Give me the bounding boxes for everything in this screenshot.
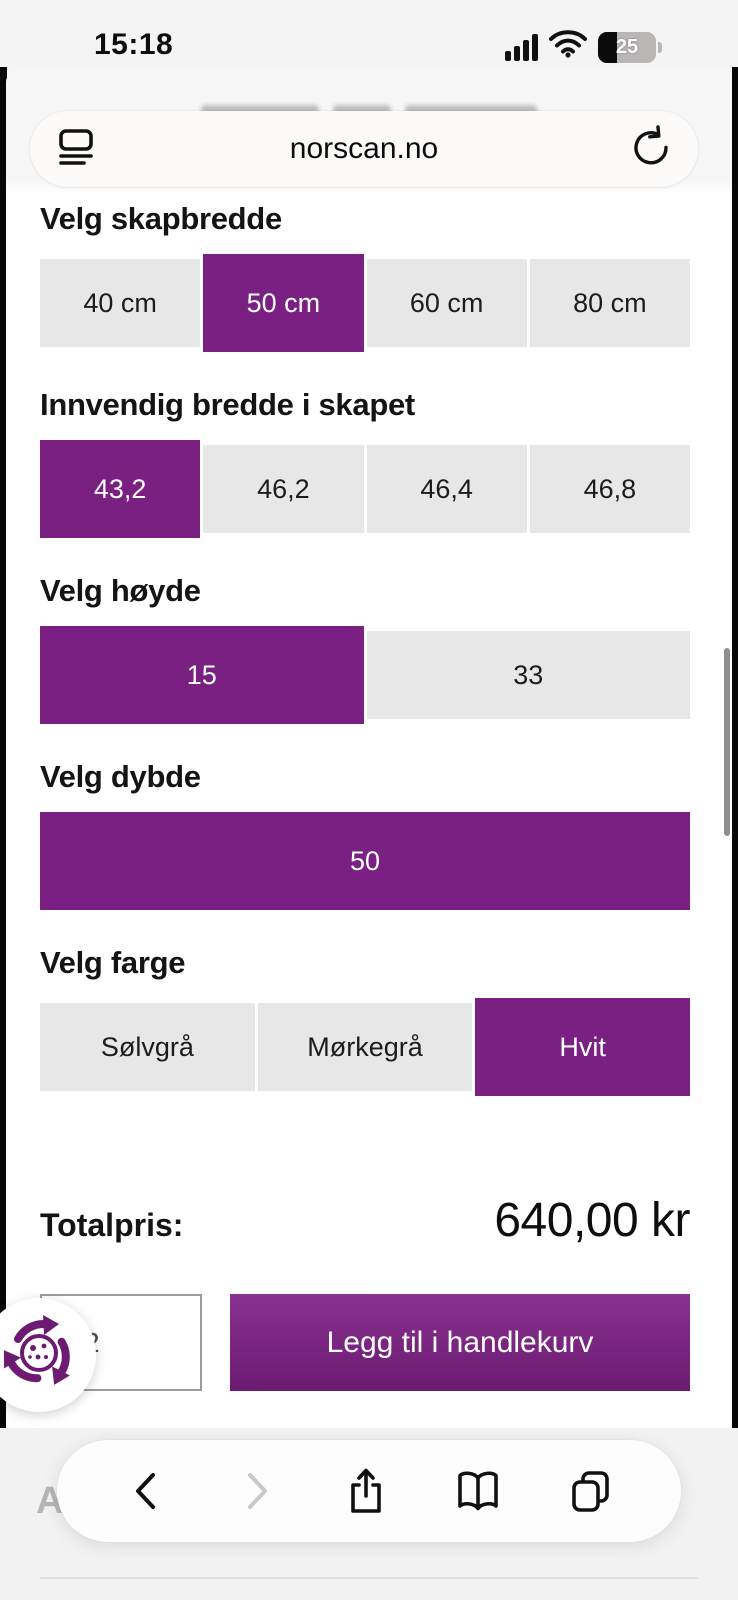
section-title: Velg dybde [40, 759, 201, 794]
status-bar: 15:18 25 [0, 0, 738, 67]
total-price-label: Totalpris: [40, 1207, 184, 1243]
clock: 15:18 [94, 28, 174, 61]
bookmarks-button[interactable] [453, 1468, 503, 1514]
battery-nub [658, 42, 662, 53]
reader-icon[interactable] [54, 124, 98, 175]
section-title: Innvendig bredde i skapet [40, 387, 415, 422]
section-innvendig-bredde: Innvendig bredde i skapet 43,2 46,2 46,4… [40, 387, 690, 538]
option-row: 40 cm 50 cm 60 cm 80 cm [40, 254, 690, 352]
tabs-button[interactable] [566, 1467, 614, 1515]
option-button[interactable]: Hvit [475, 998, 691, 1096]
battery-percent: 25 [615, 36, 639, 58]
page-divider [40, 1577, 698, 1579]
option-row: 15 33 [40, 626, 690, 724]
section-title: Velg farge [40, 945, 186, 980]
page-edge-right [732, 67, 738, 1459]
section-title: Velg høyde [40, 573, 201, 608]
battery-icon: 25 [598, 32, 656, 63]
total-price-value: 640,00 kr [494, 1194, 690, 1247]
cellular-signal-icon [505, 34, 538, 63]
page-edge-left [0, 67, 7, 1459]
status-icons: 25 [505, 30, 662, 63]
safari-bottom-chrome: A [0, 1428, 738, 1600]
section-hoyde: Velg høyde 15 33 [40, 573, 690, 724]
option-button[interactable]: Mørkegrå [257, 1003, 473, 1091]
safari-top-chrome: norscan.no [6, 67, 732, 195]
reload-icon[interactable] [628, 124, 674, 175]
section-farge: Velg farge Sølvgrå Mørkegrå Hvit [40, 945, 691, 1096]
option-button[interactable]: 50 cm [203, 254, 364, 352]
total-price-row: Totalpris: 640,00 kr [40, 1193, 690, 1248]
scrollbar[interactable] [724, 648, 730, 836]
cookie-consent-widget[interactable] [0, 1298, 96, 1412]
product-configurator: Velg skapbredde 40 cm 50 cm 60 cm 80 cm … [6, 67, 732, 1391]
option-row: 43,2 46,2 46,4 46,8 [40, 440, 690, 538]
section-skapbredde: Velg skapbredde 40 cm 50 cm 60 cm 80 cm [40, 201, 690, 352]
option-button[interactable]: 46,8 [529, 445, 690, 533]
purchase-row: Legg til i handlekurv [40, 1294, 690, 1391]
option-button[interactable]: Sølvgrå [40, 1003, 255, 1091]
option-button[interactable]: 15 [40, 626, 364, 724]
share-button[interactable] [342, 1466, 390, 1516]
safari-toolbar [57, 1440, 681, 1542]
wifi-icon [549, 30, 587, 63]
option-button[interactable]: 33 [366, 631, 690, 719]
option-button[interactable]: 46,4 [366, 445, 527, 533]
option-button[interactable]: 46,2 [203, 445, 364, 533]
option-button[interactable]: 80 cm [529, 259, 690, 347]
back-button[interactable] [124, 1468, 170, 1514]
add-to-cart-button[interactable]: Legg til i handlekurv [230, 1294, 690, 1391]
cookie-consent-icon [0, 1313, 79, 1398]
url-bar[interactable]: norscan.no [30, 111, 698, 187]
option-row: 50 [40, 812, 690, 910]
url-text: norscan.no [289, 132, 439, 165]
webpage-card: Velg skapbredde 40 cm 50 cm 60 cm 80 cm … [6, 67, 732, 1600]
forward-button[interactable] [233, 1468, 279, 1514]
option-button[interactable]: 43,2 [40, 440, 201, 538]
section-dybde: Velg dybde 50 [40, 759, 690, 910]
section-title: Velg skapbredde [40, 201, 282, 236]
option-button[interactable]: 40 cm [40, 259, 201, 347]
option-row: Sølvgrå Mørkegrå Hvit [40, 998, 691, 1096]
option-button[interactable]: 50 [40, 812, 690, 910]
option-button[interactable]: 60 cm [366, 259, 527, 347]
